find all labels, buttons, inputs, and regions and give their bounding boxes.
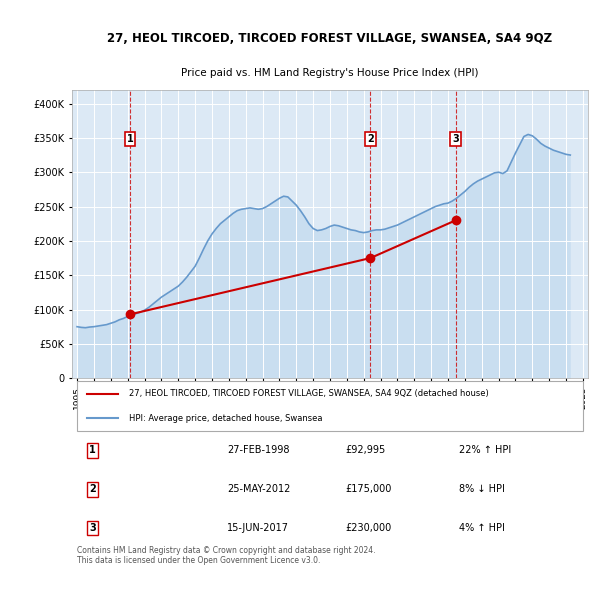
Text: 27-FEB-1998: 27-FEB-1998 — [227, 445, 289, 455]
Text: Contains HM Land Registry data © Crown copyright and database right 2024.
This d: Contains HM Land Registry data © Crown c… — [77, 546, 376, 565]
Text: 1: 1 — [127, 134, 134, 144]
Text: 3: 3 — [452, 134, 459, 144]
Text: 22% ↑ HPI: 22% ↑ HPI — [459, 445, 511, 455]
Text: £175,000: £175,000 — [346, 484, 392, 494]
Text: 2: 2 — [89, 484, 96, 494]
Text: £92,995: £92,995 — [346, 445, 386, 455]
Text: 3: 3 — [89, 523, 96, 533]
Text: HPI: Average price, detached house, Swansea: HPI: Average price, detached house, Swan… — [129, 414, 322, 422]
FancyBboxPatch shape — [77, 381, 583, 431]
Text: 27, HEOL TIRCOED, TIRCOED FOREST VILLAGE, SWANSEA, SA4 9QZ (detached house): 27, HEOL TIRCOED, TIRCOED FOREST VILLAGE… — [129, 389, 488, 398]
Text: £230,000: £230,000 — [346, 523, 392, 533]
Text: 25-MAY-2012: 25-MAY-2012 — [227, 484, 290, 494]
Text: 27, HEOL TIRCOED, TIRCOED FOREST VILLAGE, SWANSEA, SA4 9QZ: 27, HEOL TIRCOED, TIRCOED FOREST VILLAGE… — [107, 32, 553, 45]
Text: Price paid vs. HM Land Registry's House Price Index (HPI): Price paid vs. HM Land Registry's House … — [181, 68, 479, 78]
Text: 8% ↓ HPI: 8% ↓ HPI — [459, 484, 505, 494]
Text: 1: 1 — [89, 445, 96, 455]
Text: 4% ↑ HPI: 4% ↑ HPI — [459, 523, 505, 533]
Text: 2: 2 — [367, 134, 374, 144]
Text: 15-JUN-2017: 15-JUN-2017 — [227, 523, 289, 533]
